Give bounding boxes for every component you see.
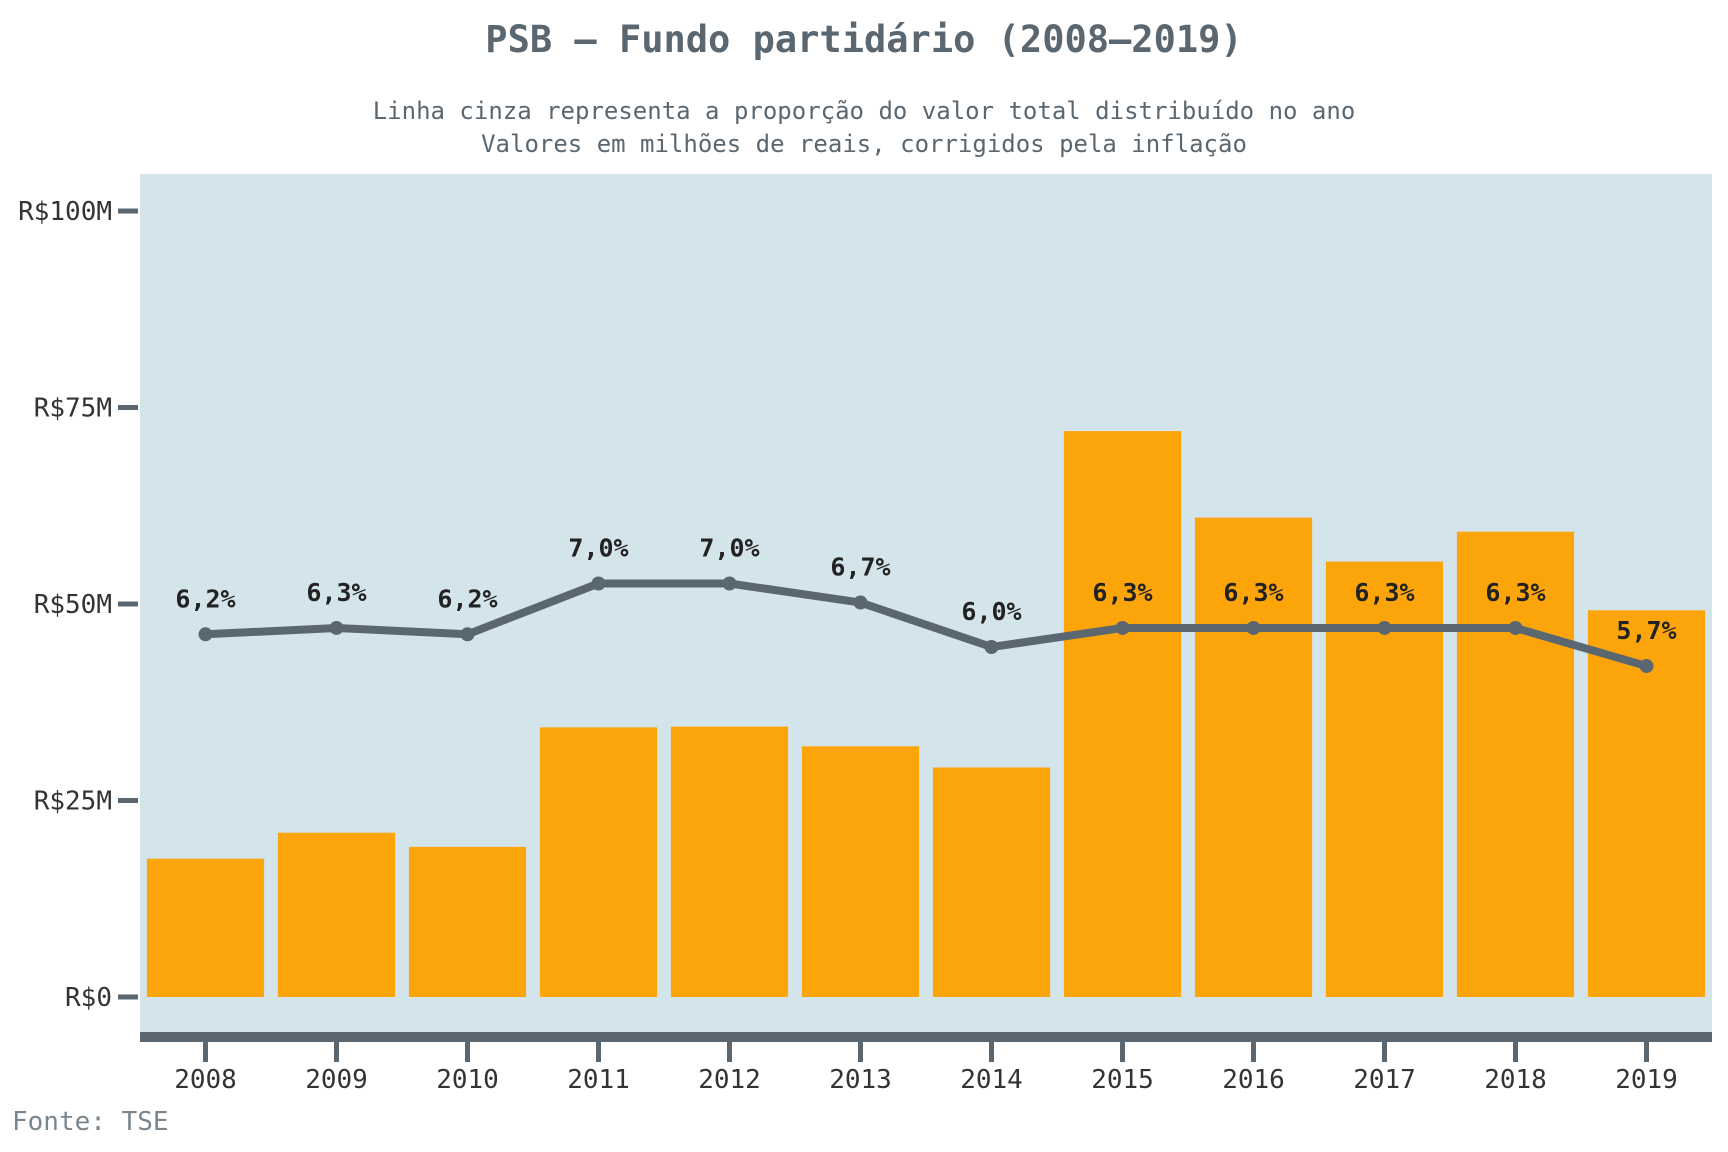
x-tick-label: 2018 [1484, 1065, 1547, 1095]
proportion-label: 6,3% [306, 578, 366, 607]
bar [1194, 517, 1313, 997]
x-tick-label: 2014 [960, 1065, 1023, 1095]
bar [1063, 431, 1182, 998]
proportion-label: 6,7% [830, 553, 890, 582]
x-tick-label: 2017 [1353, 1065, 1416, 1095]
x-tick-label: 2008 [174, 1065, 237, 1095]
x-tick-label: 2016 [1222, 1065, 1285, 1095]
proportion-label: 6,3% [1354, 578, 1414, 607]
bar [146, 858, 265, 997]
bar [1456, 531, 1575, 997]
bar [408, 846, 527, 997]
x-tick-label: 2015 [1091, 1065, 1154, 1095]
proportion-point [329, 620, 344, 635]
bar [670, 726, 789, 997]
chart-title: PSB – Fundo partidário (2008–2019) [485, 18, 1243, 61]
x-tick-label: 2011 [567, 1065, 630, 1095]
proportion-point [722, 576, 737, 591]
proportion-label: 5,7% [1616, 616, 1676, 645]
proportion-label: 6,2% [175, 584, 235, 613]
proportion-point [1377, 620, 1392, 635]
proportion-point [1246, 620, 1261, 635]
source-note: Fonte: TSE [12, 1107, 169, 1137]
x-tick-label: 2012 [698, 1065, 761, 1095]
proportion-point [1115, 620, 1130, 635]
proportion-point [591, 576, 606, 591]
y-tick-label: R$100M [18, 197, 112, 227]
proportion-label: 7,0% [568, 534, 628, 563]
y-tick-label: R$0 [65, 983, 112, 1013]
proportion-point [460, 627, 475, 642]
proportion-label: 6,0% [961, 597, 1021, 626]
proportion-label: 6,3% [1223, 578, 1283, 607]
y-tick-label: R$75M [34, 394, 112, 424]
chart-subtitle-line-2: Valores em milhões de reais, corrigidos … [481, 130, 1247, 158]
proportion-point [1639, 659, 1654, 674]
proportion-point [853, 595, 868, 610]
bar [277, 832, 396, 997]
chart-subtitle-line-1: Linha cinza representa a proporção do va… [372, 97, 1356, 125]
y-tick-label: R$25M [34, 787, 112, 817]
x-tick-label: 2009 [305, 1065, 368, 1095]
bar [801, 746, 920, 997]
y-tick-label: R$50M [34, 590, 112, 620]
x-tick-label: 2013 [829, 1065, 892, 1095]
proportion-label: 7,0% [699, 534, 759, 563]
plot-background [140, 174, 1712, 1037]
bar [1587, 610, 1706, 997]
bar [539, 727, 658, 997]
proportion-point [198, 627, 213, 642]
proportion-label: 6,3% [1092, 578, 1152, 607]
x-tick-label: 2019 [1615, 1065, 1678, 1095]
proportion-point [984, 640, 999, 654]
proportion-label: 6,3% [1485, 578, 1545, 607]
x-tick-label: 2010 [436, 1065, 499, 1095]
proportion-label: 6,2% [437, 584, 497, 613]
bar [932, 767, 1051, 997]
proportion-point [1508, 620, 1523, 635]
proportion-line [205, 579, 1648, 670]
